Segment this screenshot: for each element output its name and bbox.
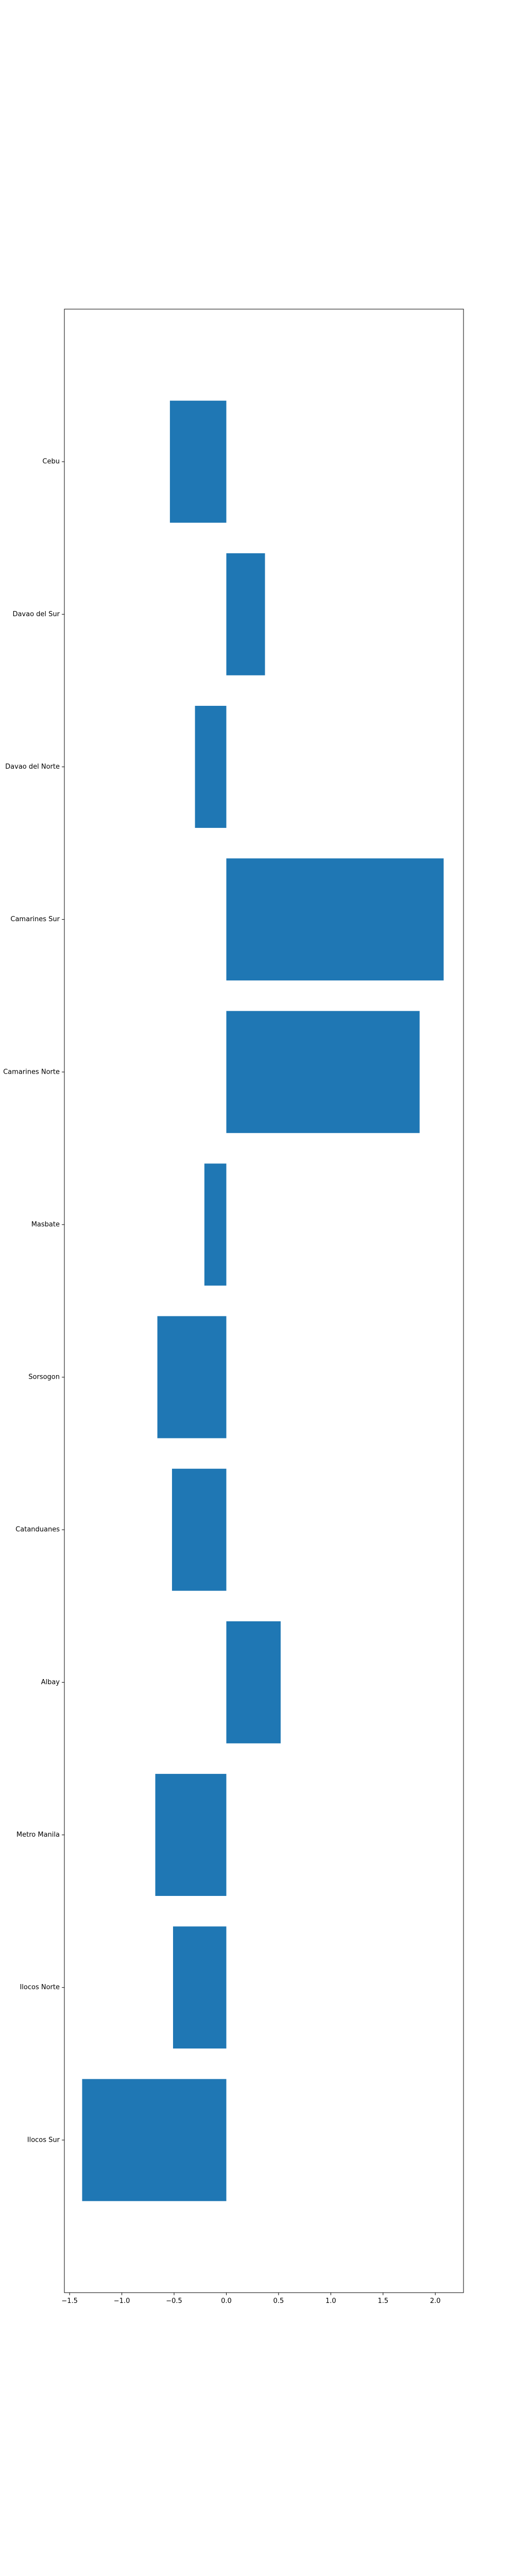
y-tick-label: Ilocos Sur: [27, 2136, 60, 2144]
bar: [226, 553, 265, 675]
bar: [226, 1621, 281, 1743]
y-tick-label: Davao del Sur: [12, 611, 60, 618]
bar: [169, 400, 227, 523]
bar: [226, 858, 444, 981]
bars-group: [82, 400, 444, 2201]
x-tick-label: 2.0: [430, 2297, 441, 2305]
y-tick-label: Camarines Norte: [3, 1068, 60, 1076]
y-tick-label: Catanduanes: [15, 1526, 60, 1534]
x-axis: −1.5 −1.0 −0.5 0.0 0.5 1.0 1.5 2.0: [61, 2293, 441, 2305]
y-tick-label: Albay: [41, 1679, 60, 1686]
bar: [204, 1163, 227, 1286]
x-tick-label: 1.0: [325, 2297, 336, 2305]
x-tick-label: −0.5: [166, 2297, 182, 2305]
bar: [157, 1316, 227, 1438]
y-tick-label: Metro Manila: [16, 1831, 60, 1839]
y-tick-label: Sorsogon: [28, 1374, 60, 1381]
x-tick-label: −1.0: [114, 2297, 130, 2305]
x-tick-label: 1.5: [377, 2297, 388, 2305]
x-tick-label: 0.0: [221, 2297, 232, 2305]
x-tick-label: 0.5: [273, 2297, 284, 2305]
y-tick-label: Camarines Sur: [10, 916, 60, 923]
plot-frame: [64, 309, 464, 2293]
y-tick-label: Cebu: [42, 458, 60, 466]
bar: [226, 1011, 420, 1133]
y-tick-label: Masbate: [31, 1221, 60, 1228]
y-axis: Ilocos Sur Ilocos Norte Metro Manila Albay C…: [3, 458, 64, 2144]
bar: [173, 1926, 227, 2049]
y-tick-label: Davao del Norte: [5, 763, 60, 771]
x-tick-label: −1.5: [61, 2297, 78, 2305]
bar: [171, 1468, 227, 1591]
bar: [155, 1774, 227, 1896]
bar: [82, 2079, 227, 2201]
bar: [195, 706, 227, 828]
y-tick-label: Ilocos Norte: [20, 1984, 60, 1991]
